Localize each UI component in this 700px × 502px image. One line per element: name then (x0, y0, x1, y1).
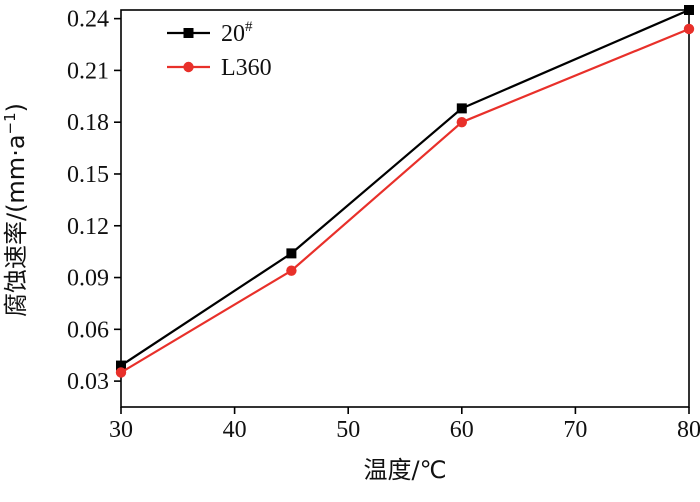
series-2-point (683, 23, 695, 35)
y-tick-label: 0.03 (67, 369, 109, 395)
series-line-2 (120, 27, 690, 374)
legend-marker-1 (183, 28, 194, 38)
plot-frame (120, 9, 690, 408)
y-tick-label: 0.18 (67, 110, 109, 136)
legend-label-2: L360 (221, 55, 272, 81)
y-tick-label: 0.12 (67, 214, 109, 240)
x-tick-label: 60 (450, 417, 474, 443)
x-tick-label: 70 (563, 417, 587, 443)
x-tick-label: 80 (677, 417, 700, 443)
series-2-point (286, 265, 297, 276)
legend-label-main: 20 (221, 21, 245, 47)
y-tick-label: 0.15 (67, 162, 109, 188)
series-2-point (115, 367, 127, 378)
series-2-point (456, 116, 467, 128)
legend-label-main: L360 (221, 55, 272, 81)
y-axis-label-superscript: −1 (1, 112, 19, 134)
y-tick-label: 0.21 (67, 58, 109, 84)
y-tick-label: 0.06 (67, 317, 109, 343)
legend-label-1: 20# (221, 19, 253, 47)
y-axis-label-main: 腐蚀速率/(mm·a (2, 134, 30, 317)
series-1-point (684, 5, 694, 15)
y-axis-label: 腐蚀速率/(mm·a−1) (1, 103, 30, 317)
series-1-point (286, 248, 297, 259)
legend: 20# L360 (167, 19, 272, 81)
x-axis-label: 温度/℃ (363, 456, 446, 484)
series-1-point (116, 360, 126, 371)
series-1-point (456, 103, 467, 114)
y-tick-label: 0.24 (67, 7, 109, 33)
series-line-1 (120, 8, 690, 367)
y-tick-label: 0.09 (67, 266, 109, 292)
series-layer (115, 5, 695, 378)
legend-label-superscript: # (245, 19, 253, 35)
plot-border (120, 9, 690, 408)
y-axis-label-close: ) (2, 103, 30, 112)
x-axis: 30 40 50 60 70 80 (109, 407, 700, 443)
x-tick-label: 30 (109, 417, 133, 443)
x-tick-label: 50 (336, 417, 360, 443)
y-axis: 0.03 0.06 0.09 0.12 0.15 0.18 0.21 0.24 (67, 7, 121, 395)
x-tick-label: 40 (223, 417, 247, 443)
legend-marker-2 (183, 61, 194, 73)
